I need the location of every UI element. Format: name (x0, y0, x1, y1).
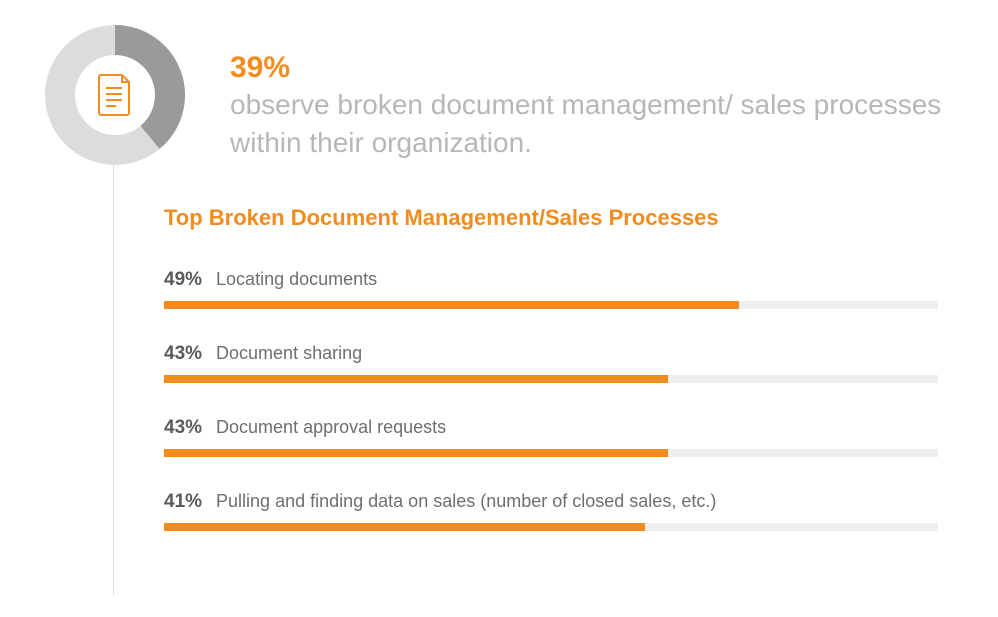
bar-label: Pulling and finding data on sales (numbe… (216, 491, 716, 512)
section-title: Top Broken Document Management/Sales Pro… (164, 205, 938, 231)
header-row: 39% observe broken document management/ … (0, 0, 998, 170)
bar-item: 43% Document approval requests (164, 417, 938, 457)
headline: 39% observe broken document management/ … (190, 20, 958, 162)
bar-fill (164, 523, 645, 531)
bar-label: Document approval requests (216, 417, 446, 438)
headline-text: observe broken document management/ sale… (230, 86, 958, 162)
bar-item: 49% Locating documents (164, 269, 938, 309)
bar-track (164, 375, 938, 383)
bar-pct: 43% (164, 343, 202, 365)
bar-label-row: 43% Document sharing (164, 343, 938, 365)
bar-pct: 43% (164, 417, 202, 439)
bar-track (164, 301, 938, 309)
bar-label-row: 43% Document approval requests (164, 417, 938, 439)
donut-chart (40, 20, 190, 170)
bar-track (164, 449, 938, 457)
bar-list: 49% Locating documents 43% Document sharing… (164, 269, 938, 531)
bar-label: Locating documents (216, 269, 377, 290)
bar-pct: 41% (164, 491, 202, 513)
document-icon (98, 74, 132, 116)
bar-label-row: 41% Pulling and finding data on sales (nu… (164, 491, 938, 513)
bar-fill (164, 301, 739, 309)
bar-item: 41% Pulling and finding data on sales (nu… (164, 491, 938, 531)
bar-pct: 49% (164, 269, 202, 291)
content: Top Broken Document Management/Sales Pro… (113, 165, 998, 595)
bar-fill (164, 375, 668, 383)
bar-label: Document sharing (216, 343, 362, 364)
bar-item: 43% Document sharing (164, 343, 938, 383)
headline-pct: 39% (230, 50, 958, 86)
bar-fill (164, 449, 668, 457)
bar-label-row: 49% Locating documents (164, 269, 938, 291)
bar-track (164, 523, 938, 531)
